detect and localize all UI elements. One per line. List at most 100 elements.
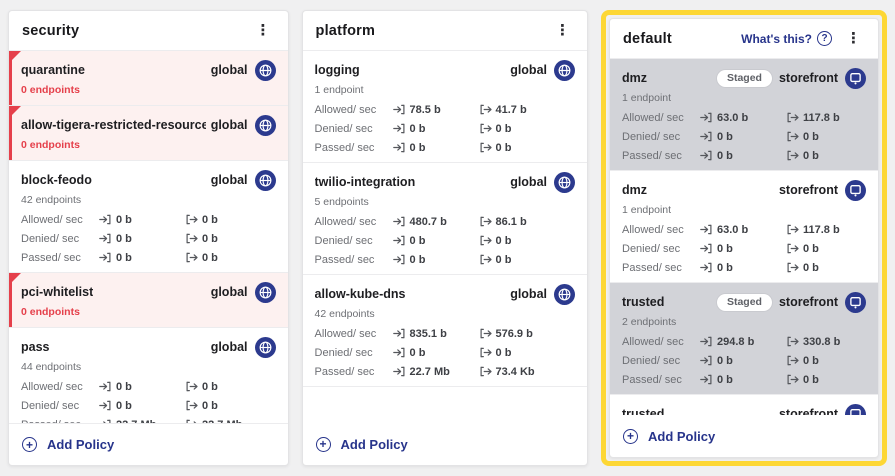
outbound-arrow-icon — [479, 254, 492, 265]
card-scope: storefront — [779, 404, 866, 416]
policy-card[interactable]: block-feodo global 42 endpoints Allowed/… — [9, 161, 288, 273]
stat-outbound: 41.7 b — [479, 104, 575, 116]
add-policy-label: Add Policy — [340, 436, 408, 452]
stat-row-denied: Denied/ sec 0 b 0 b — [315, 234, 575, 247]
stat-inbound-value: 0 b — [116, 232, 132, 245]
stat-outbound-value: 0 b — [495, 122, 512, 135]
add-policy-button[interactable]: + Add Policy — [315, 436, 408, 452]
policy-card[interactable]: dmz Staged storefront 1 endpoint Allowed… — [610, 59, 878, 171]
inbound-arrow-icon — [99, 233, 112, 244]
alert-corner-icon — [9, 273, 21, 285]
inbound-arrow-icon — [393, 142, 406, 153]
stat-inbound-value: 22.7 Mb — [116, 419, 156, 424]
stat-inbound: 0 b — [700, 262, 786, 274]
endpoint-count: 1 endpoint — [622, 92, 672, 104]
stat-inbound-value: 0 b — [409, 346, 426, 359]
endpoint-count: 0 endpoints — [21, 306, 80, 318]
policy-card[interactable]: quarantine global 0 endpoints — [9, 51, 288, 106]
stat-row-allowed: Allowed/ sec 63.0 b 117.8 b — [622, 223, 866, 236]
stat-inbound-value: 0 b — [409, 253, 426, 266]
stat-row-denied: Denied/ sec 0 b 0 b — [622, 130, 866, 143]
stat-inbound-value: 480.7 b — [409, 215, 447, 228]
inbound-arrow-icon — [700, 131, 713, 142]
inbound-arrow-icon — [99, 214, 112, 225]
inbound-arrow-icon — [393, 328, 406, 339]
policy-name: trusted — [622, 295, 665, 309]
stat-inbound-value: 835.1 b — [409, 327, 447, 340]
inbound-arrow-icon — [99, 381, 112, 392]
stat-inbound: 0 b — [393, 123, 479, 135]
stat-outbound-value: 576.9 b — [495, 327, 533, 340]
alert-corner-icon — [9, 51, 21, 63]
scope-label: global — [210, 173, 248, 187]
policy-card[interactable]: logging global 1 endpoint Allowed/ sec 7… — [302, 51, 587, 163]
policy-card[interactable]: trusted Staged storefront 2 endpoints Al… — [610, 283, 878, 395]
storefront-icon — [845, 180, 866, 201]
scope-label: global — [210, 285, 248, 299]
kebab-menu-icon[interactable]: ⋮ — [551, 21, 574, 40]
inbound-arrow-icon — [700, 150, 713, 161]
stat-outbound-value: 0 b — [495, 234, 512, 247]
stat-outbound-value: 0 b — [495, 253, 512, 266]
storefront-icon — [845, 404, 866, 416]
stat-row-denied: Denied/ sec 0 b 0 b — [315, 346, 575, 359]
policy-name: block-feodo — [21, 173, 92, 187]
scope-label: storefront — [778, 71, 838, 85]
stat-inbound: 0 b — [99, 233, 185, 245]
stat-outbound-value: 22.7 Mb — [202, 419, 242, 424]
stat-outbound: 0 b — [786, 355, 866, 367]
stat-row-allowed: Allowed/ sec 0 b 0 b — [21, 380, 276, 393]
add-policy-button[interactable]: + Add Policy — [623, 428, 715, 444]
globe-icon — [554, 172, 575, 193]
outbound-arrow-icon — [185, 381, 198, 392]
endpoint-count: 42 endpoints — [21, 194, 82, 206]
outbound-arrow-icon — [786, 262, 799, 273]
stat-row-allowed: Allowed/ sec 0 b 0 b — [21, 213, 276, 226]
inbound-arrow-icon — [393, 123, 406, 134]
policy-card[interactable]: pass global 44 endpoints Allowed/ sec 0 … — [9, 328, 288, 423]
card-title-row: dmz Staged storefront — [622, 67, 866, 89]
kebab-menu-icon[interactable]: ⋮ — [252, 21, 275, 40]
inbound-arrow-icon — [700, 355, 713, 366]
stat-row-passed: Passed/ sec 0 b 0 b — [315, 141, 575, 154]
stat-outbound: 0 b — [479, 123, 575, 135]
highlighted-column-outline: default What's this? ? ⋮ dmz Staged stor… — [601, 10, 887, 466]
stat-row-passed: Passed/ sec 0 b 0 b — [21, 251, 276, 264]
stat-inbound-value: 0 b — [717, 373, 733, 386]
policy-card[interactable]: dmz storefront 1 endpoint Allowed/ sec 6… — [610, 171, 878, 283]
stat-row-passed: Passed/ sec 0 b 0 b — [622, 149, 866, 162]
add-policy-button[interactable]: + Add Policy — [22, 437, 114, 452]
card-list: quarantine global 0 endpoints allow-tige… — [9, 51, 288, 423]
outbound-arrow-icon — [479, 216, 492, 227]
stat-outbound: 0 b — [479, 254, 575, 266]
stat-outbound: 0 b — [479, 347, 575, 359]
card-scope: global — [510, 172, 575, 193]
outbound-arrow-icon — [786, 224, 799, 235]
card-scope: Staged storefront — [716, 68, 866, 89]
outbound-arrow-icon — [786, 336, 799, 347]
outbound-arrow-icon — [185, 252, 198, 263]
stat-outbound-value: 0 b — [803, 373, 819, 386]
stat-outbound-value: 0 b — [202, 232, 218, 245]
whats-this-link[interactable]: What's this? ? — [741, 31, 832, 46]
policy-name: dmz — [622, 183, 647, 197]
policy-card[interactable]: allow-tigera-restricted-resources global… — [9, 106, 288, 161]
policy-name: pass — [21, 340, 50, 354]
stat-outbound-value: 41.7 b — [495, 103, 527, 116]
globe-icon — [255, 282, 276, 303]
policy-card[interactable]: twilio-integration global 5 endpoints Al… — [302, 163, 587, 275]
stat-label: Allowed/ sec — [21, 380, 83, 393]
card-scope: global — [211, 170, 276, 191]
staged-badge: Staged — [716, 293, 772, 311]
stat-row-allowed: Allowed/ sec 835.1 b 576.9 b — [315, 327, 575, 340]
globe-icon — [554, 284, 575, 305]
policy-card[interactable]: trusted storefront — [610, 395, 878, 415]
column-title: security — [22, 22, 80, 39]
column-header: security ⋮ — [9, 11, 288, 51]
policy-card[interactable]: pci-whitelist global 0 endpoints — [9, 273, 288, 328]
stat-outbound: 0 b — [185, 400, 276, 412]
policy-card[interactable]: allow-kube-dns global 42 endpoints Allow… — [302, 275, 587, 387]
endpoint-count: 1 endpoint — [314, 84, 364, 96]
kebab-menu-icon[interactable]: ⋮ — [842, 29, 865, 48]
stat-inbound: 0 b — [393, 347, 479, 359]
